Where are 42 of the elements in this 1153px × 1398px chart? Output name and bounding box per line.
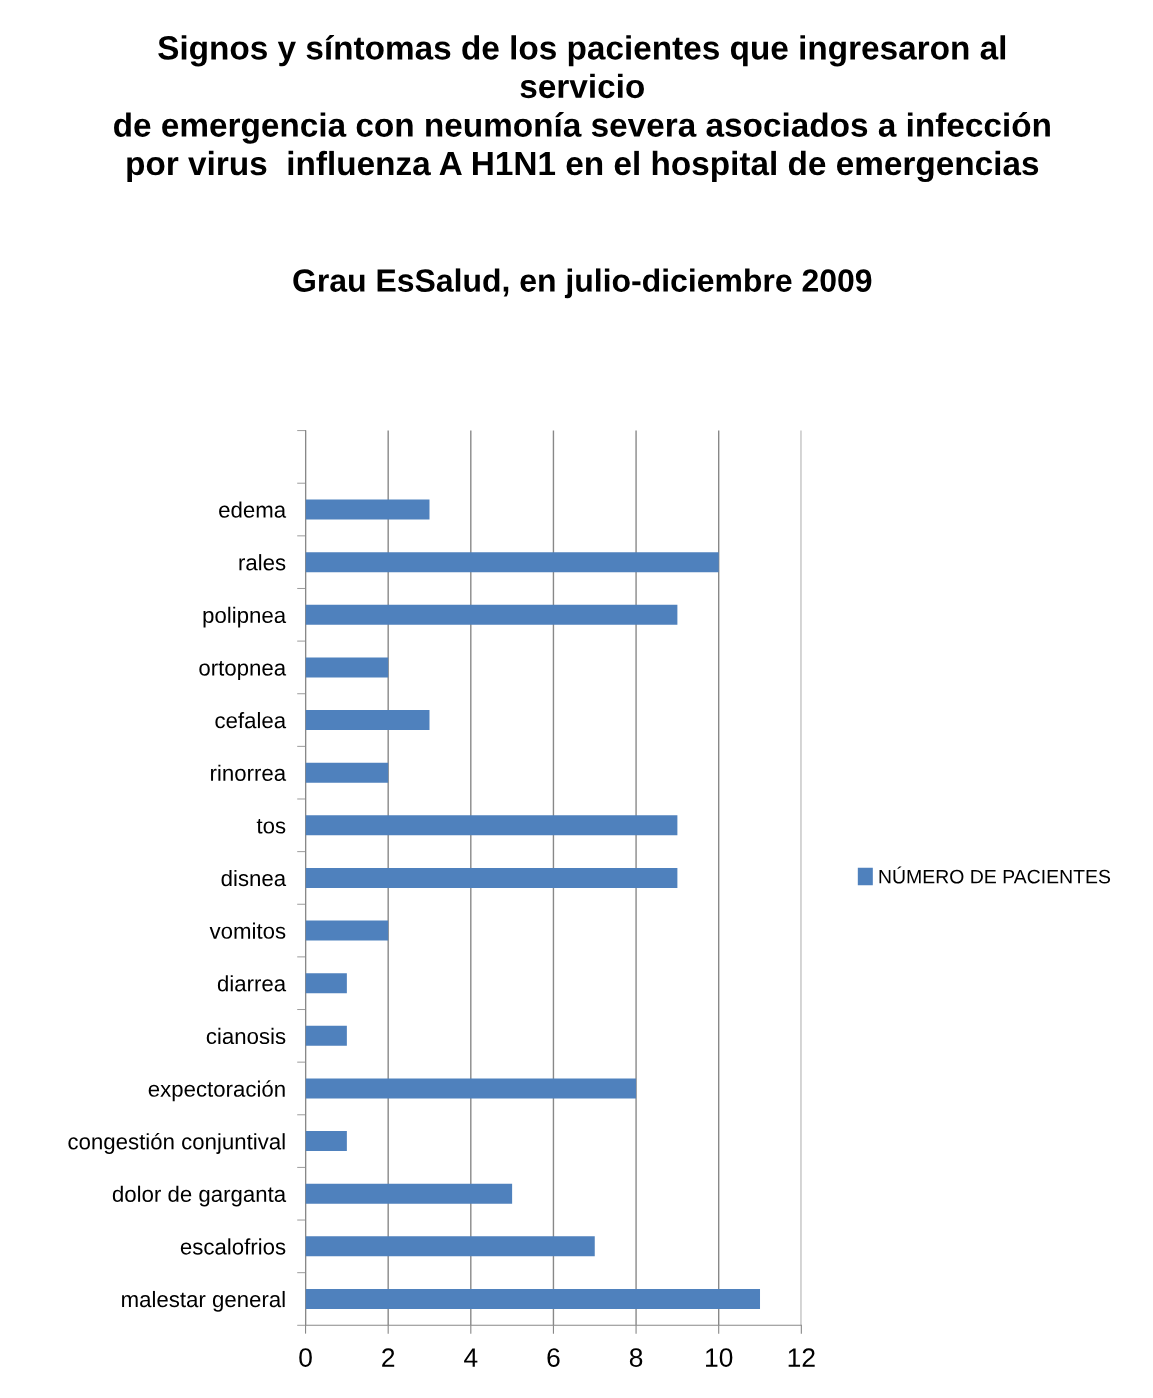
chart-title: Signos y síntomas de los pacientes que ingresaron al servicio de emergencia con neumonía severa asociados a infección por virus influenza A H1N1 en el hospital de emergencias — [114, 34, 1050, 183]
bar — [305, 499, 430, 520]
x-tick-label: 6 — [547, 1348, 560, 1367]
y-tick-label: edema — [219, 501, 287, 518]
bar — [305, 920, 389, 941]
x-tick-label: 12 — [788, 1348, 815, 1367]
x-tick-label: 0 — [299, 1348, 312, 1367]
y-tick-label: vomitos — [209, 922, 286, 939]
legend-label: NÚMERO DE PACIENTES — [879, 866, 1111, 884]
bar — [305, 657, 389, 678]
y-tick-label: rales — [239, 554, 286, 571]
chart-subtitle: Grau EsSalud, en julio-diciembre 2009 — [293, 268, 872, 299]
y-tick-label: cefalea — [215, 712, 287, 729]
y-tick-label: congestión conjuntival — [68, 1132, 285, 1154]
bar — [305, 762, 389, 783]
y-tick-label: dolor de garganta — [112, 1185, 287, 1207]
bar — [305, 867, 678, 888]
bar — [305, 1131, 347, 1152]
bar — [305, 973, 347, 994]
y-tick-label: ortopnea — [199, 661, 287, 681]
x-tick-label: 4 — [464, 1348, 478, 1367]
bar — [305, 552, 719, 573]
x-tick-label: 8 — [629, 1348, 643, 1367]
bar — [305, 1236, 595, 1257]
bar — [305, 1078, 637, 1099]
x-tick-label: 10 — [706, 1348, 733, 1367]
y-tick-label: polipnea — [203, 606, 287, 628]
bar — [305, 1183, 513, 1204]
x-tick-label: 2 — [382, 1348, 395, 1367]
y-tick-label: tos — [256, 819, 286, 834]
y-tick-label: diarrea — [217, 975, 287, 992]
bar — [305, 604, 678, 625]
y-tick-label: malestar general — [122, 1290, 285, 1312]
y-tick-label: escalofrios — [180, 1238, 286, 1255]
bar — [305, 815, 678, 836]
bar — [305, 1288, 761, 1309]
bar — [305, 1025, 347, 1046]
bar — [305, 710, 430, 731]
y-tick-label: rinorrea — [211, 764, 287, 781]
y-tick-label: disnea — [221, 869, 287, 887]
y-tick-label: expectoración — [148, 1080, 285, 1102]
y-tick-label: cianosis — [206, 1027, 286, 1045]
